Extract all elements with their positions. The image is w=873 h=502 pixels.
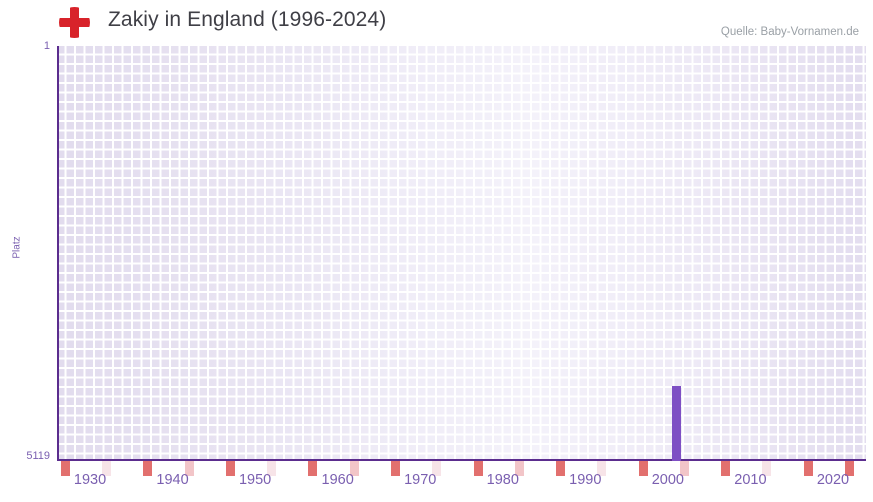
axis-marker [390,461,400,476]
y-axis-bottom-label: 5119 [26,450,50,462]
y-axis-top-label: 1 [43,40,50,52]
x-tick-label: 2020 [816,472,850,488]
x-tick-label: 1980 [486,472,519,488]
x-axis-line [57,459,866,461]
axis-marker [184,461,194,476]
chart-header: Zakiy in England (1996-2024) Quelle: Bab… [0,0,873,46]
x-tick-label: 1970 [404,472,437,488]
x-tick-label: 2000 [651,472,685,488]
axis-marker [597,461,607,476]
plot-area [57,46,866,461]
x-axis-ticks: 1930 1940 1950 1960 1970 1980 1990 2000 2010 2020 [0,472,873,496]
axis-marker [308,461,318,476]
axis-marker [349,461,359,476]
axis-marker [679,461,689,476]
y-axis-title: Platz [11,236,23,259]
chart-bar [671,386,681,461]
flag-cross-vertical [70,7,79,38]
axis-marker [721,461,731,476]
axis-marker [473,461,483,476]
x-tick-label: 1950 [238,472,272,488]
axis-marker [556,461,566,476]
axis-marker [225,461,235,476]
x-tick-label: 1960 [321,472,354,488]
source-label: Quelle: Baby-Vornamen.de [720,26,859,38]
x-tick-label: 2010 [734,472,767,488]
axis-marker [432,461,442,476]
axis-marker [267,461,277,476]
england-flag-icon [59,7,90,38]
axis-marker [102,461,112,476]
axis-marker [638,461,648,476]
x-tick-label: 1930 [73,472,107,488]
axis-marker [762,461,772,476]
axis-markers-layer [57,461,866,476]
axis-marker [60,461,70,476]
axis-marker [844,461,854,476]
bars-layer [57,46,866,461]
axis-marker [803,461,813,476]
x-tick-label: 1940 [156,472,189,488]
chart-title: Zakiy in England (1996-2024) [108,8,387,31]
y-axis-line [57,46,59,461]
x-tick-label: 1990 [569,472,602,488]
axis-marker [143,461,153,476]
axis-marker [514,461,524,476]
